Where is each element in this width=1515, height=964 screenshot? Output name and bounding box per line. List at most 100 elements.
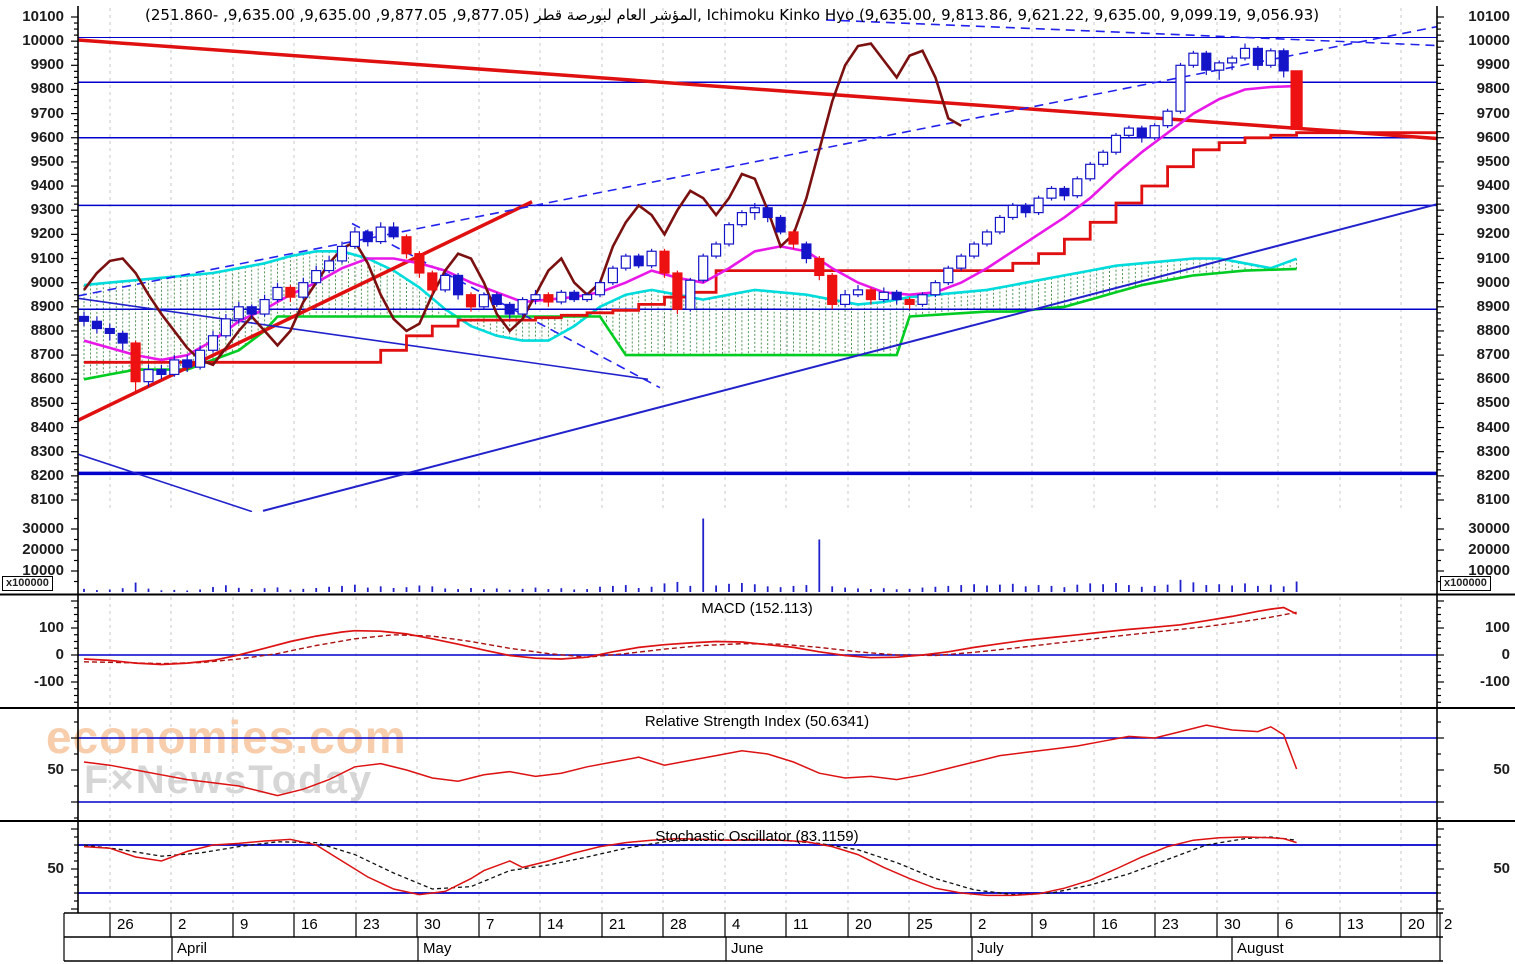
price-axis-label-left: 8500: [30, 394, 64, 412]
price-axis-label-right: 9800: [1476, 80, 1510, 98]
volume-axis-label-right: 10000: [1468, 562, 1510, 579]
watermark-economies: economies.com: [46, 711, 407, 763]
price-axis-label-left: 9700: [30, 104, 64, 122]
x-axis-month-label: June: [731, 940, 764, 957]
price-axis-label-right: 10000: [1468, 32, 1510, 50]
price-axis-label-left: 8400: [30, 418, 64, 436]
price-axis-label-left: 9800: [30, 80, 64, 98]
x-axis-date-label: 9: [240, 916, 249, 933]
x-axis-date-label: 26: [117, 916, 134, 933]
price-axis-label-right: 8100: [1476, 491, 1510, 508]
x-axis-date-label: 25: [916, 916, 933, 933]
x-axis-date-label: 16: [301, 916, 318, 933]
price-axis-label-left: 9000: [30, 273, 64, 291]
x-axis-date-label: 2: [178, 916, 187, 933]
x-axis-month-label: May: [423, 940, 452, 957]
price-axis-label-right: 8700: [1476, 346, 1510, 364]
stoch-panel-title: Stochastic Oscillator (83.1159): [655, 828, 859, 845]
volume-axis-label-right: 20000: [1468, 541, 1510, 558]
price-axis-label-right: 8900: [1476, 297, 1510, 315]
rsi-axis-label-right: 50: [1493, 761, 1510, 778]
price-axis-label-right: 9400: [1476, 177, 1510, 195]
macd-axis-label-left: 100: [38, 619, 64, 636]
rsi-panel-title: Relative Strength Index (50.6341): [644, 713, 870, 730]
price-axis-label-right: 9500: [1476, 152, 1510, 170]
x-axis-date-label: 2: [978, 916, 987, 933]
x-axis-month-label: August: [1237, 940, 1284, 957]
price-axis-label-right: 8800: [1476, 321, 1510, 339]
price-axis-label-left: 8100: [30, 491, 64, 508]
price-axis-label-left: 9500: [30, 152, 64, 170]
volume-axis-label-left: 20000: [22, 541, 64, 558]
price-axis-label-left: 8200: [30, 466, 64, 484]
panel-chrome: [0, 6, 1515, 962]
price-axis-label-right: 9300: [1476, 201, 1510, 219]
x-axis-date-label: 20: [855, 916, 872, 933]
x-axis-date-label: 11: [793, 916, 809, 933]
price-axis-label-left: 10100: [22, 8, 64, 25]
x-axis-date-label: 28: [670, 916, 687, 933]
x-axis-date-label: 30: [424, 916, 441, 933]
x-axis-date-label: 9: [1039, 916, 1048, 933]
price-axis-label-left: 8800: [30, 321, 64, 339]
watermark-fxnewstoday: F×NewsToday: [84, 758, 374, 802]
x-axis-date-label: 21: [609, 916, 626, 933]
volume-panel: [83, 518, 1298, 592]
x-axis-date-label: 14: [547, 916, 564, 933]
price-axis-label-left: 9100: [30, 249, 64, 267]
macd-axis-label-right: 100: [1484, 619, 1510, 636]
price-axis-label-left: 8600: [30, 370, 64, 388]
price-axis-label-right: 8500: [1476, 394, 1510, 412]
x-axis-date-label: 13: [1347, 916, 1364, 933]
macd-axis-label-right: -100: [1479, 673, 1510, 690]
price-axis-label-right: 9600: [1476, 128, 1510, 146]
volume-axis-label-left: 30000: [22, 520, 64, 537]
x-axis-date-label: 23: [1162, 916, 1179, 933]
price-axis-label-left: 9600: [30, 128, 64, 146]
stoch-axis-label-left: 50: [47, 860, 64, 877]
chart-title: المؤشر العام لبورصة قطر (9,877.05, 9,877…: [145, 6, 1320, 24]
x-axis-month-label: July: [977, 940, 1004, 957]
price-axis-label-left: 9900: [30, 56, 64, 74]
price-axis-label-left: 9400: [30, 177, 64, 195]
x-axis-date-label: 16: [1101, 916, 1118, 933]
stoch-panel: [78, 823, 1437, 912]
macd-axis-label-right: 0: [1501, 646, 1510, 663]
volume-multiplier-left: x100000: [2, 576, 53, 591]
volume-multiplier-right: x100000: [1440, 576, 1491, 591]
price-axis-label-left: 8900: [30, 297, 64, 315]
x-axis-month-label: April: [177, 940, 208, 957]
price-axis-label-left: 9200: [30, 225, 64, 243]
volume-axis-label-left: 10000: [22, 562, 64, 579]
price-axis-label-right: 9200: [1476, 225, 1510, 243]
x-axis-date-label: 2: [1444, 916, 1453, 933]
price-axis-label-right: 9700: [1476, 104, 1510, 122]
x-axis-date-label: 30: [1224, 916, 1241, 933]
macd-panel: [78, 597, 1437, 706]
x-axis-date-label: 20: [1408, 916, 1425, 933]
rsi-axis-label-left: 50: [47, 761, 64, 778]
price-axis-label-right: 8300: [1476, 442, 1510, 460]
main-panel: [78, 8, 1437, 512]
price-axis-label-right: 9900: [1476, 56, 1510, 74]
price-axis-label-right: 10100: [1468, 8, 1510, 25]
x-axis-date-label: 6: [1285, 916, 1294, 933]
price-axis-label-right: 9100: [1476, 249, 1510, 267]
price-axis-label-right: 9000: [1476, 273, 1510, 291]
macd-axis-label-left: 0: [55, 646, 64, 663]
price-axis-label-left: 10000: [22, 32, 64, 50]
x-axis-date-label: 7: [486, 916, 495, 933]
price-axis-label-left: 8300: [30, 442, 64, 460]
x-axis-date-label: 4: [732, 916, 741, 933]
macd-axis-label-left: -100: [33, 673, 64, 690]
price-axis-label-right: 8400: [1476, 418, 1510, 436]
rsi-panel: [78, 710, 1437, 819]
stoch-axis-label-right: 50: [1493, 860, 1510, 877]
x-axis-date-label: 23: [363, 916, 380, 933]
price-axis-label-left: 8700: [30, 346, 64, 364]
volume-axis-label-right: 30000: [1468, 520, 1510, 537]
price-axis-label-right: 8200: [1476, 466, 1510, 484]
price-axis-label-right: 8600: [1476, 370, 1510, 388]
